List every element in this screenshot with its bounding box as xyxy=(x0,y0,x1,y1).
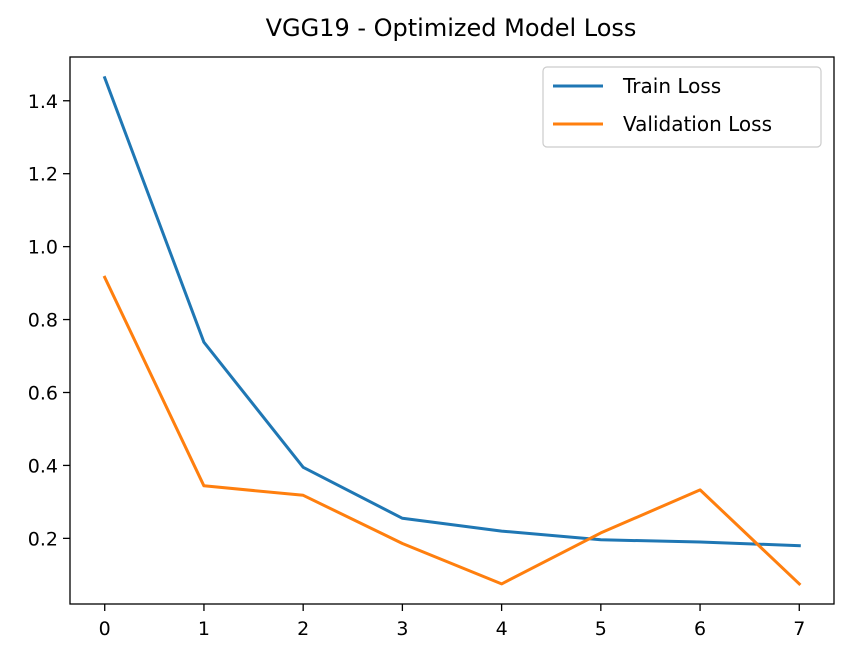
y-tick-label: 0.6 xyxy=(28,382,58,404)
x-tick-label: 1 xyxy=(198,618,210,640)
x-tick-label: 7 xyxy=(793,618,805,640)
y-tick-label: 1.2 xyxy=(28,164,58,186)
x-tick-label: 4 xyxy=(496,618,508,640)
x-tick-label: 0 xyxy=(99,618,111,640)
plot-area xyxy=(70,57,834,604)
x-tick-label: 2 xyxy=(297,618,309,640)
y-tick-label: 0.2 xyxy=(28,528,58,550)
legend-label-1: Validation Loss xyxy=(623,112,772,136)
axes: 0 1 2 3 4 5 6 7 0.2 0.4 0.6 0.8 1.0 1.2 1.4 xyxy=(28,56,835,640)
x-tick-label: 6 xyxy=(694,618,706,640)
chart-title: VGG19 - Optimized Model Loss xyxy=(266,14,637,42)
series-line-0 xyxy=(102,75,801,548)
legend-label-0: Train Loss xyxy=(622,74,721,98)
legend-box xyxy=(542,66,822,148)
y-tick-label: 1.0 xyxy=(28,237,58,259)
y-tick-label: 0.8 xyxy=(28,310,58,332)
y-tick-label: 0.4 xyxy=(28,455,58,477)
series-line-1 xyxy=(102,275,802,587)
y-tick-label: 1.4 xyxy=(28,91,58,113)
x-tick-label: 5 xyxy=(595,618,607,640)
legend: Train Loss Validation Loss xyxy=(542,66,822,148)
x-tick-label: 3 xyxy=(396,618,408,640)
series-layer xyxy=(102,75,802,587)
plot-frame xyxy=(69,56,835,605)
